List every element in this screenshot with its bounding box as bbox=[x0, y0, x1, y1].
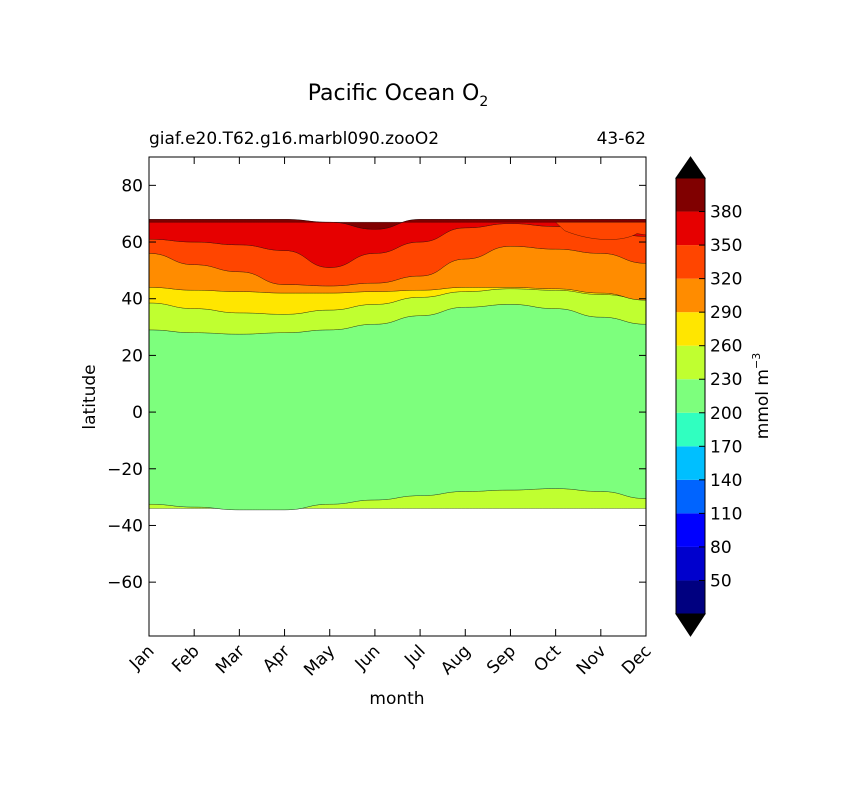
y-tick-label: 80 bbox=[121, 176, 143, 196]
colorbar-frame bbox=[675, 177, 706, 615]
colorbar-tick-label: 170 bbox=[710, 437, 742, 457]
x-tick-label: Oct bbox=[530, 641, 565, 676]
colorbar-swatch bbox=[676, 580, 705, 614]
colorbar-tick-label: 50 bbox=[710, 571, 732, 591]
y-tick-label: −40 bbox=[107, 516, 143, 536]
colorbar-swatch bbox=[676, 546, 705, 581]
colorbar-swatch bbox=[676, 479, 705, 514]
x-tick-label: Nov bbox=[573, 641, 611, 679]
colorbar-swatch bbox=[676, 178, 705, 212]
chart-subtitle-left: giaf.e20.T62.g16.marbl090.zooO2 bbox=[149, 129, 439, 149]
x-tick-label: Apr bbox=[259, 641, 294, 676]
colorbar-swatch bbox=[676, 278, 705, 313]
colorbar-swatch bbox=[676, 245, 705, 279]
colorbar-swatch bbox=[676, 211, 705, 246]
contour-band-max bbox=[149, 219, 646, 230]
x-tick-label: Aug bbox=[437, 641, 475, 679]
colorbar-swatch bbox=[676, 312, 705, 346]
x-tick-label: Sep bbox=[483, 641, 520, 678]
y-axis-label: latitude bbox=[80, 364, 100, 429]
x-tick-label: Jul bbox=[400, 641, 429, 670]
chart-subtitle-right: 43-62 bbox=[597, 129, 646, 149]
x-tick-label: Jun bbox=[351, 641, 385, 675]
y-tick-label: 0 bbox=[132, 403, 143, 423]
colorbar-tick-label: 290 bbox=[710, 303, 742, 323]
x-tick-label: Jan bbox=[125, 641, 158, 674]
colorbar-extend-bottom bbox=[675, 613, 706, 637]
colorbar: 50 80 110 140 170 200 230 260 290 320 350 380 bbox=[675, 156, 742, 637]
colorbar-swatch bbox=[676, 345, 705, 380]
y-tick-label: 20 bbox=[121, 346, 143, 366]
x-tick-label: Dec bbox=[618, 641, 655, 678]
colorbar-tick-label: 380 bbox=[710, 203, 742, 223]
contour-band-2 bbox=[149, 304, 646, 511]
plot-frame bbox=[148, 156, 647, 637]
x-tick-label: May bbox=[300, 641, 339, 680]
colorbar-tick-label: 110 bbox=[710, 504, 742, 524]
x-tick-label: Feb bbox=[168, 641, 203, 676]
y-tick-label: −20 bbox=[107, 460, 143, 480]
colorbar-label: mmol m−3 bbox=[750, 353, 773, 439]
colorbar-tick-label: 350 bbox=[710, 236, 742, 256]
y-axis: 80 60 40 20 0 −20 −40 −60 bbox=[107, 176, 646, 593]
colorbar-tick-label: 260 bbox=[710, 337, 742, 357]
contour-plot bbox=[149, 219, 646, 511]
y-tick-label: −60 bbox=[107, 573, 143, 593]
colorbar-tick-label: 80 bbox=[710, 538, 732, 558]
colorbar-tick-label: 320 bbox=[710, 270, 742, 290]
y-tick-label: 60 bbox=[121, 233, 143, 253]
chart-title: Pacific Ocean O2 bbox=[308, 81, 489, 110]
x-axis-label: month bbox=[369, 689, 424, 709]
colorbar-swatch bbox=[676, 379, 705, 413]
colorbar-tick-label: 230 bbox=[710, 370, 742, 390]
colorbar-swatch bbox=[676, 446, 705, 480]
colorbar-tick-label: 140 bbox=[710, 471, 742, 491]
colorbar-swatch bbox=[676, 412, 705, 447]
contour-pocket-upper-right bbox=[555, 221, 646, 240]
colorbar-tick-label: 200 bbox=[710, 404, 742, 424]
colorbar-swatch bbox=[676, 513, 705, 547]
y-tick-label: 40 bbox=[121, 290, 143, 310]
colorbar-extend-top bbox=[675, 156, 706, 179]
x-tick-label: Mar bbox=[212, 641, 249, 678]
